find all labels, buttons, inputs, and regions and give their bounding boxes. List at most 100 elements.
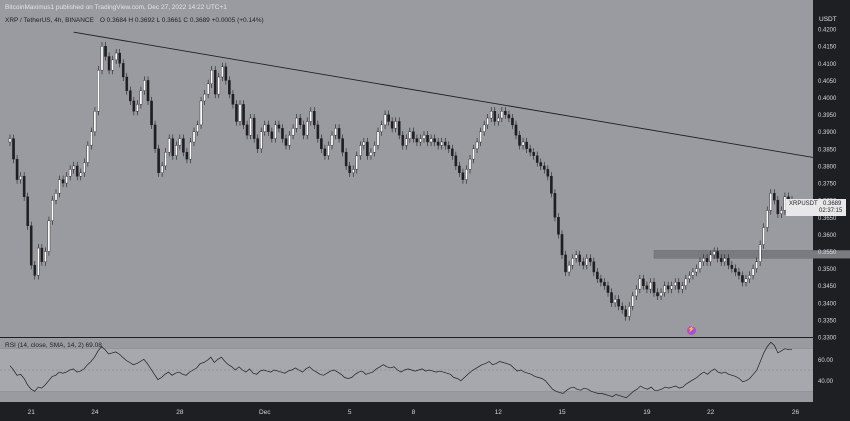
lightning-icon[interactable]: ⚡ [687, 326, 696, 335]
time-tick-label: 15 [558, 409, 566, 416]
candle-body [518, 134, 521, 146]
time-axis[interactable] [0, 402, 813, 421]
candle-body [659, 292, 663, 297]
candle-body [709, 254, 712, 262]
price-pane[interactable] [0, 0, 813, 337]
candle-body [419, 138, 422, 143]
support-zone [653, 250, 850, 259]
candle-body [171, 138, 175, 156]
candle-body [635, 288, 638, 297]
candle-body [627, 306, 631, 317]
candle-body [284, 138, 288, 146]
candle-body [100, 46, 104, 71]
price-tick-label: 0.3900 [818, 130, 837, 136]
candle-body [192, 131, 196, 143]
candle-body [539, 162, 543, 167]
candle-body [705, 258, 709, 262]
candle-body [175, 145, 178, 156]
candle-body [313, 111, 316, 126]
candle-body [663, 285, 666, 293]
candle-body [451, 148, 454, 156]
candle-body [355, 155, 359, 170]
candle-body [422, 134, 426, 139]
candle-body [550, 176, 553, 194]
candle-body [157, 148, 160, 173]
price-tag-price: 0.3689 [823, 201, 842, 207]
candle-body [199, 100, 203, 126]
candle-body [638, 278, 642, 290]
candle-body [458, 165, 461, 173]
candle-body [288, 134, 291, 146]
candle-body [15, 158, 19, 180]
ohlc-values: O 0.3684 H 0.3692 L 0.3661 C 0.3689 +0.0… [99, 17, 264, 24]
price-tick-label: 0.3500 [818, 267, 837, 273]
candle-body [624, 309, 627, 317]
candle-body [645, 285, 649, 290]
candle-body [617, 299, 620, 307]
candle-body [461, 172, 465, 180]
candle-body [8, 138, 12, 143]
candle-body [235, 104, 238, 122]
rsi-legend[interactable]: RSI (14, close, SMA, 14, 2) 69.08 [5, 342, 102, 349]
candle-body [497, 117, 500, 122]
candle-body [327, 145, 330, 156]
candle-body [514, 124, 518, 136]
candle-body [196, 124, 199, 132]
candle-body [567, 264, 571, 273]
candle-body [139, 90, 143, 105]
candle-body [666, 285, 670, 290]
candle-body [401, 134, 405, 146]
trend-line [73, 31, 850, 165]
candle-body [228, 80, 231, 95]
candle-body [72, 165, 75, 170]
symbol-title[interactable]: XRP / TetherUS, 4h, BINANCE [5, 17, 94, 24]
candle-body [500, 111, 504, 119]
candle-body [167, 138, 171, 153]
candle-body [606, 285, 610, 293]
candle-body [535, 155, 539, 163]
price-tick-label: 0.3650 [818, 216, 837, 222]
candle-body [185, 152, 189, 160]
candle-body [737, 271, 741, 276]
candle-body [479, 131, 482, 143]
candle-body [86, 145, 90, 163]
candle-body [334, 128, 337, 136]
price-tick-label: 0.3350 [818, 318, 837, 324]
candle-body [493, 111, 497, 122]
candle-body [429, 138, 433, 143]
candle-body [373, 145, 376, 153]
candle-body [702, 258, 705, 262]
candle-body [649, 282, 652, 290]
candle-body [596, 271, 599, 280]
candle-body [719, 258, 723, 262]
candle-body [295, 117, 298, 129]
candle-body [189, 141, 192, 160]
price-tick-label: 0.3750 [818, 182, 837, 188]
candle-body [107, 56, 111, 71]
candle-body [291, 128, 295, 136]
candle-body [716, 251, 719, 259]
candle-body [164, 152, 167, 167]
candle-body [405, 138, 408, 146]
candle-body [68, 169, 72, 177]
candle-body [277, 124, 281, 129]
candle-body [19, 176, 22, 180]
candle-body [344, 152, 348, 167]
candle-body [592, 261, 596, 273]
candle-body [274, 124, 277, 139]
price-tick-label: 0.3400 [818, 301, 837, 307]
price-tick-label: 0.3450 [818, 284, 837, 290]
candle-body [557, 217, 560, 235]
candle-body [730, 264, 734, 269]
candle-body [330, 134, 334, 146]
time-tick-label: 26 [792, 409, 800, 416]
candle-body [65, 176, 68, 184]
candle-body [267, 124, 270, 132]
candle-body [245, 124, 249, 136]
candle-body [613, 299, 617, 303]
candle-body [691, 271, 695, 276]
candle-body [695, 268, 698, 273]
candle-body [681, 285, 684, 290]
candle-body [383, 114, 387, 126]
